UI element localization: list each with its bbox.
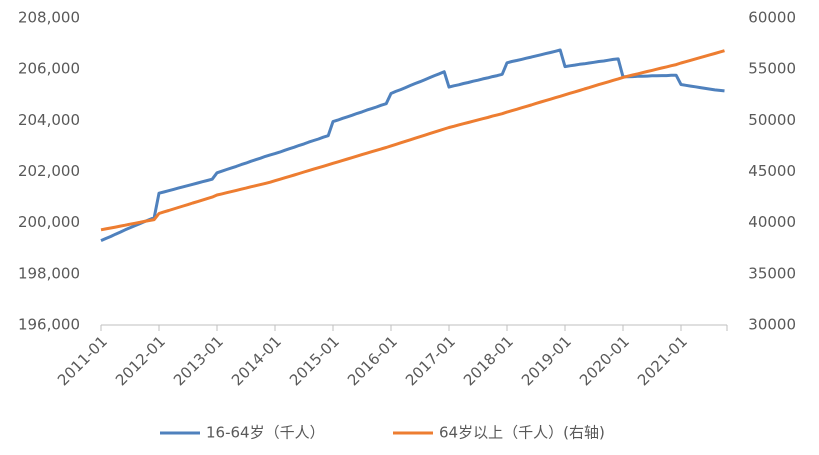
y-tick-label: 204,000 [18, 111, 80, 129]
series-line [100, 48, 725, 242]
y2-tick-label: 55000 [748, 60, 796, 78]
y2-tick-label: 35000 [748, 264, 796, 282]
x-tick-label: 2013-01 [170, 332, 227, 389]
y2-tick-label: 45000 [748, 162, 796, 180]
x-tick-label: 2017-01 [402, 332, 459, 389]
x-tick-label: 2011-01 [54, 332, 111, 389]
y-tick-label: 200,000 [18, 213, 80, 231]
x-tick-label: 2012-01 [112, 332, 169, 389]
y-tick-label: 206,000 [18, 60, 80, 78]
y-tick-label: 202,000 [18, 162, 80, 180]
x-tick-label: 2016-01 [344, 332, 401, 389]
y-tick-label: 198,000 [18, 264, 80, 282]
legend-label: 16-64岁（千人） [206, 424, 325, 442]
y-tick-label: 208,000 [18, 9, 80, 27]
x-tick-label: 2021-01 [634, 332, 691, 389]
x-tick-label: 2015-01 [286, 332, 343, 389]
y2-tick-label: 50000 [748, 111, 796, 129]
x-tick-label: 2019-01 [518, 332, 575, 389]
y2-tick-label: 30000 [748, 316, 796, 334]
y2-tick-label: 40000 [748, 213, 796, 231]
y-tick-label: 196,000 [18, 316, 80, 334]
y2-tick-label: 60000 [748, 9, 796, 27]
x-tick-label: 2014-01 [228, 332, 285, 389]
series-line [100, 49, 725, 232]
x-tick-label: 2018-01 [460, 332, 517, 389]
legend-label: 64岁以上（千人）(右轴) [439, 424, 605, 442]
x-tick-label: 2020-01 [576, 332, 633, 389]
